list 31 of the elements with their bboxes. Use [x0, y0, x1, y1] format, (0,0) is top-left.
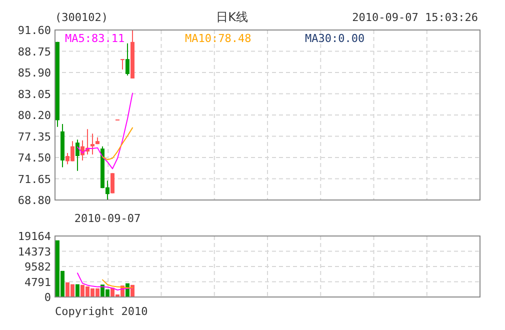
line-series: [77, 92, 133, 170]
text: 2010-09-07 15:03:26: [352, 11, 478, 24]
y-tick-label: 0: [44, 291, 51, 304]
chart-title: 日K线: [216, 10, 248, 24]
y-tick-label: 4791: [24, 276, 51, 289]
y-tick-label: 77.35: [18, 130, 51, 144]
y-tick-label: 80.20: [18, 109, 51, 122]
candlestick: [76, 139, 80, 172]
y-tick-label: 91.60: [18, 24, 51, 37]
y-tick-label: 85.90: [18, 66, 51, 80]
x-tick-label: 2010-09-07: [74, 212, 141, 225]
candlestick: [126, 42, 130, 76]
y-tick-label: 9582: [24, 260, 51, 274]
text: MA5:83.11: [65, 32, 125, 45]
text: Copyright 2010: [55, 305, 148, 318]
y-tick-label: 71.65: [18, 172, 51, 186]
y-tick-label: 19164: [18, 230, 52, 243]
y-tick-label: 83.05: [18, 88, 51, 101]
line-series: [77, 272, 133, 290]
y-tick-label: 74.50: [18, 152, 51, 164]
bar: [76, 284, 80, 297]
legend-label: MA30:0.00: [305, 32, 365, 45]
y-tick-label: 68.80: [18, 194, 51, 207]
bar: [130, 284, 134, 297]
chart-subtitle: (300102): [55, 11, 108, 24]
y-tick-label: 14373: [18, 245, 51, 258]
candlestick: [120, 58, 124, 70]
line-series: [102, 279, 133, 288]
candlestick: [90, 133, 94, 156]
y-tick-label: 88.75: [18, 45, 51, 58]
text: MA10:78.48: [185, 32, 252, 45]
